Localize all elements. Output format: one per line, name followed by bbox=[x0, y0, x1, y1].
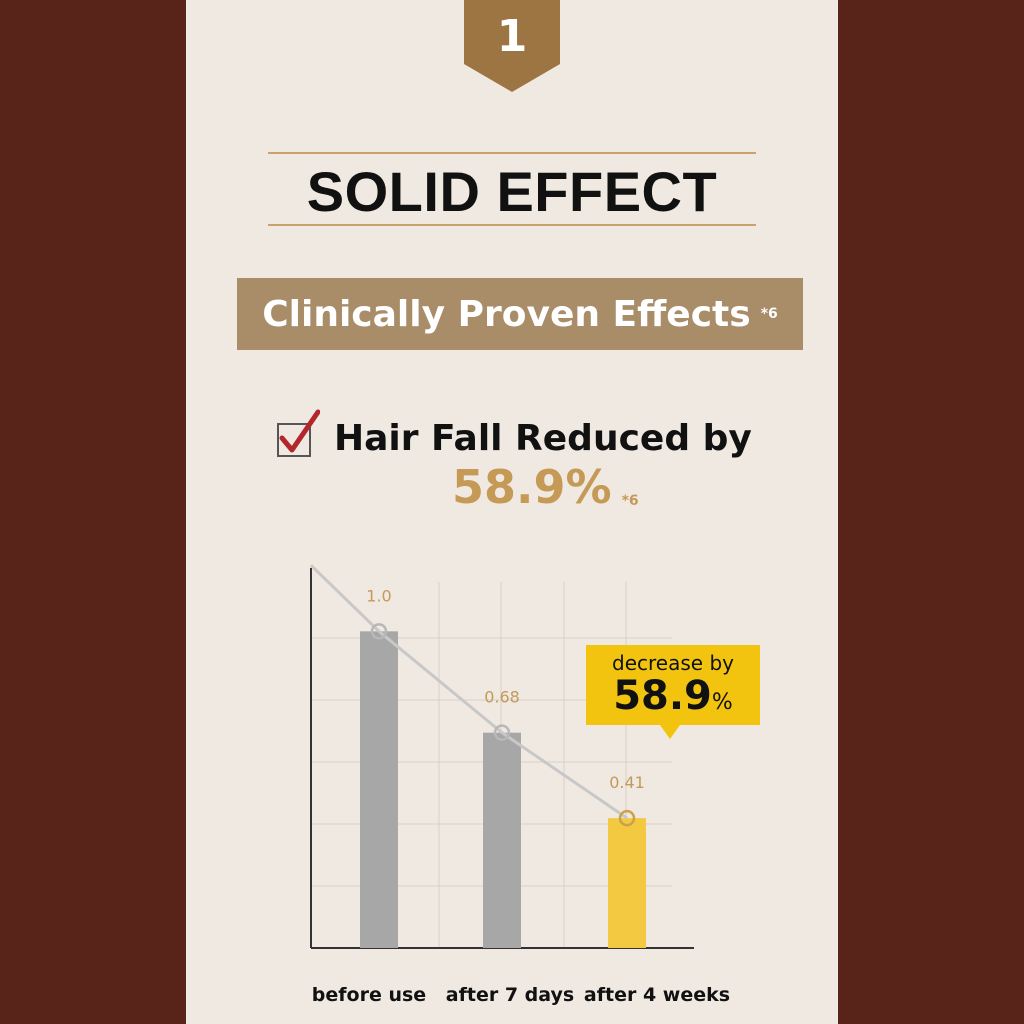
callout-pointer bbox=[660, 725, 680, 739]
trend-point-3 bbox=[618, 809, 636, 827]
bar-2 bbox=[483, 732, 521, 948]
claim-value-row: 58.9% *6 bbox=[452, 460, 639, 520]
step-badge bbox=[464, 0, 560, 92]
content-panel: 1 SOLID EFFECT Clinically Proven Effects… bbox=[186, 0, 838, 1024]
decrease-callout: decrease by 58.9% bbox=[586, 645, 760, 725]
callout-value: 58.9 bbox=[613, 673, 712, 719]
page-title: SOLID EFFECT bbox=[306, 159, 718, 223]
proven-label: Clinically Proven Effects bbox=[262, 293, 751, 335]
x-tick-label-3: after 4 weeks bbox=[583, 984, 731, 1006]
proven-banner: Clinically Proven Effects *6 bbox=[237, 278, 803, 350]
checkbox-icon bbox=[277, 409, 320, 457]
x-tick-label-2: after 7 days bbox=[445, 984, 575, 1006]
trend-point-2 bbox=[493, 724, 511, 741]
bar-3 bbox=[608, 818, 646, 948]
claim-footnote: *6 bbox=[621, 493, 639, 509]
value-label-3: 0.41 bbox=[609, 773, 645, 792]
value-label-2: 0.68 bbox=[484, 688, 520, 707]
value-label-1: 1.0 bbox=[366, 586, 391, 605]
trend-point-1 bbox=[370, 623, 388, 640]
hair-fall-chart: 1.0 0.68 0.41 bbox=[309, 564, 694, 949]
trend-line bbox=[309, 564, 628, 820]
proven-footnote: *6 bbox=[760, 306, 778, 322]
claim-text: Hair Fall Reduced by bbox=[334, 418, 752, 459]
callout-line1: decrease by bbox=[612, 651, 734, 675]
x-tick-label-1: before use bbox=[311, 984, 427, 1006]
callout-unit: % bbox=[711, 690, 733, 715]
title-rule-top bbox=[268, 152, 756, 154]
claim-value: 58.9% bbox=[452, 460, 612, 514]
step-number: 1 bbox=[496, 10, 528, 62]
title-rule-bottom bbox=[268, 224, 756, 226]
callout-value-row: 58.9% bbox=[586, 675, 760, 724]
bar-1 bbox=[360, 631, 398, 948]
